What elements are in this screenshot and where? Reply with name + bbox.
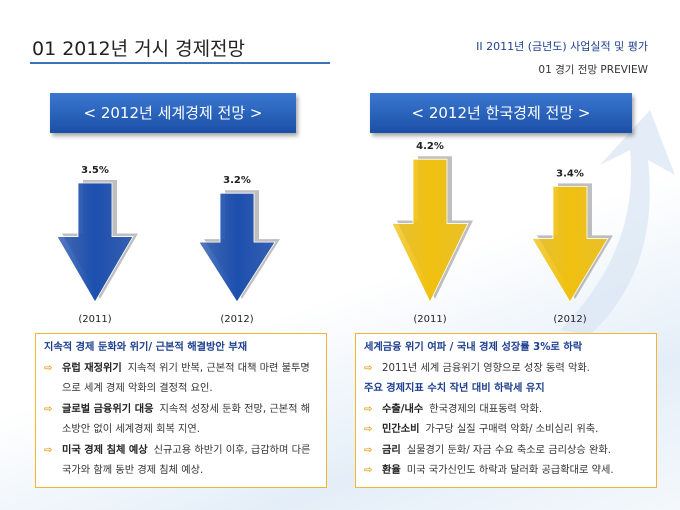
note-heading: 주요 경제지표 수치 작년 대비 하락세 유지 (364, 383, 545, 394)
note-text: 한국경제의 대표동력 악화. (429, 403, 543, 415)
category-label: (2012) (220, 314, 253, 325)
note-label: 환율 (382, 465, 401, 476)
note-label: 금리 (382, 444, 401, 456)
note-item: 수출/내수 한국경제의 대표동력 악화. (364, 400, 648, 421)
category-label: (2011) (78, 314, 111, 325)
arrow (198, 192, 276, 303)
note-text: 미국 국가신인도 하락과 달러화 공급확대로 약세. (406, 465, 614, 476)
banner: < 2012년 한국경제 전망 > (370, 93, 632, 133)
note-item: 환율 미국 국가신인도 하락과 달러화 공급확대로 약세. (364, 461, 648, 482)
value-label: 4.2% (416, 141, 444, 152)
banner: < 2012년 세계경제 전망 > (50, 93, 296, 133)
note-item: 민간소비 가구당 실질 구매력 악화/ 소비심리 위축. (364, 420, 648, 441)
category-label: (2012) (553, 314, 586, 325)
note-heading: 세계금융 위기 여파 / 국내 경제 성장률 3%로 하락 (364, 342, 583, 353)
note-text: 가구당 실질 구매력 악화/ 소비심리 위축. (425, 424, 599, 435)
background-arrow (560, 110, 675, 335)
note-text: 지속적 성장세 둔화 전망, 근본적 해소방안 없이 세계경제 회복 지연. (62, 403, 311, 436)
note-text: 2011년 세계 금융위기 영향으로 성장 동력 악화. (382, 362, 590, 374)
note-label: 민간소비 (382, 424, 420, 435)
note-item: 2011년 세계 금융위기 영향으로 성장 동력 악화. (364, 359, 648, 380)
note-text: 신규고용 하반기 이후, 급감하며 다른 국가와 함께 동반 경제 침체 예상. (62, 444, 311, 477)
note-label: 수출/내수 (382, 403, 424, 415)
slide-title: 01 2012년 거시 경제전망 (32, 38, 246, 60)
arrow (531, 185, 609, 303)
value-label: 3.2% (223, 175, 251, 186)
note-box: 세계금융 위기 여파 / 국내 경제 성장률 3%로 하락 2011년 세계 금융… (355, 333, 657, 488)
value-label: 3.5% (81, 165, 109, 176)
category-label: (2011) (413, 314, 446, 325)
section-title: II 2011년 (금년도) 사업실적 및 평가 (476, 40, 648, 53)
note-label: 미국 경제 침체 예상 (62, 444, 148, 456)
arrow (391, 158, 469, 303)
note-text: 지속적 위기 반복, 근본적 대책 마련 불투명으로 세계 경제 악화의 결정적… (62, 362, 310, 395)
title-rule (30, 62, 330, 64)
value-label: 3.4% (556, 168, 584, 179)
note-text: 실물경기 둔화/ 자금 수요 축소로 금리상승 완화. (406, 444, 611, 456)
note-label: 글로벌 금융위기 대응 (62, 403, 154, 415)
arrow (56, 182, 134, 303)
subsection-title: 01 경기 전망 PREVIEW (538, 64, 648, 76)
note-label: 유럽 재정위기 (62, 362, 122, 374)
note-heading: 지속적 경제 둔화와 위기/ 근본적 해결방안 부재 (44, 342, 248, 353)
note-item: 금리 실물경기 둔화/ 자금 수요 축소로 금리상승 완화. (364, 441, 648, 462)
